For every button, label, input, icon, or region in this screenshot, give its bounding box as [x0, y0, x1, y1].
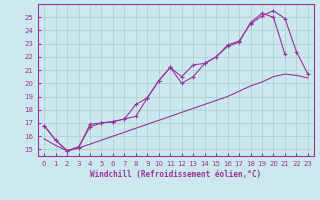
X-axis label: Windchill (Refroidissement éolien,°C): Windchill (Refroidissement éolien,°C)	[91, 170, 261, 179]
